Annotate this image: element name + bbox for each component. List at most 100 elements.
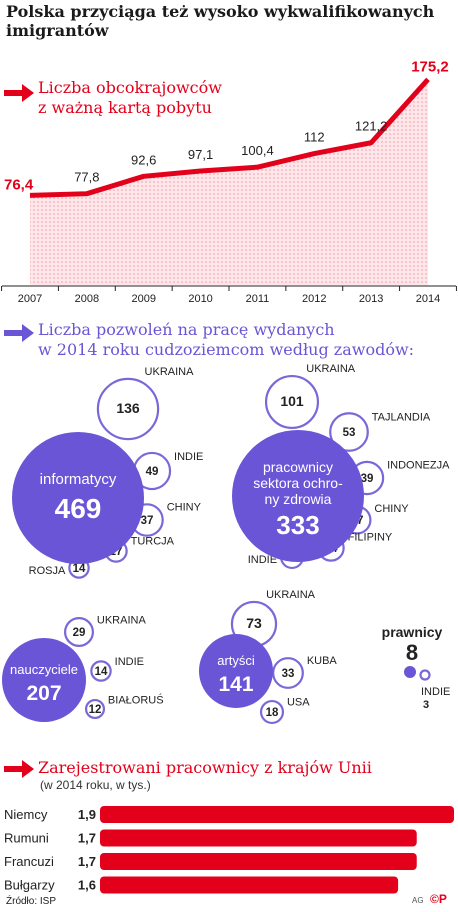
country-bubble [64,617,94,647]
bubble-title-line-1: Liczba pozwoleń na pracę wydanych [38,320,335,339]
profession-total: 469 [55,493,102,524]
profession-total: 207 [26,682,61,705]
country-value: 14 [95,666,108,678]
x-tick-label: 2013 [359,293,383,305]
profession-total: 333 [276,510,319,540]
x-tick-label: 2009 [131,293,155,305]
profession-bubble [404,666,416,678]
profession-name: artyści [217,653,255,668]
x-tick-label: 2010 [188,293,212,305]
x-tick-label: 2014 [416,293,440,305]
data-label: 100,4 [241,143,274,158]
profession-name: nauczyciele [10,662,78,677]
profession-name: pracownicy [263,459,333,475]
country-value: 3 [423,699,429,711]
country-label: USA [287,696,310,708]
x-tick-label: 2011 [246,293,270,305]
bar-chart-subtitle: (w 2014 roku, w tys.) [40,778,151,792]
country-bubble [90,660,112,682]
country-value: 18 [266,707,279,719]
bar-chart-title: Zarejestrowani pracownicy z krajów Unii [38,758,372,777]
data-label: 97,1 [188,147,213,162]
main-title: Polska przyciąga też wysoko wykwalifikow… [6,2,435,40]
bar [100,829,417,847]
bar [100,876,399,894]
country-value: 29 [73,627,86,639]
bubble-title-line-2: w 2014 roku cudzoziemcom według zawodów: [38,340,415,359]
profession-total: 8 [406,640,418,665]
bubble-chart: 136UKRAINA49INDIE37CHINY17TURCJA14ROSJAi… [2,363,450,725]
bar-category-label: Bułgarzy [4,878,55,893]
data-label: 92,6 [131,152,156,167]
profession-bubble [232,430,364,562]
country-bubble [264,374,320,430]
country-label: TAJLANDIA [372,412,431,424]
country-label: KUBA [307,655,338,667]
country-label: INDIE [174,451,203,463]
country-label: UKRAINA [97,615,147,627]
data-label: 77,8 [74,170,99,185]
country-value: 12 [89,704,102,716]
area-title-line-2: z ważną kartą pobytu [38,98,212,117]
x-tick-label: 2012 [302,293,326,305]
bar-category-label: Francuzi [4,854,54,869]
country-label: CHINY [374,503,409,515]
area-fill [30,79,428,285]
x-tick-label: 2007 [18,293,42,305]
country-value: 53 [343,427,356,439]
country-value: 39 [361,473,374,485]
country-value: 136 [116,400,140,416]
bar-value-label: 1,7 [78,831,96,846]
data-label: 175,2 [411,58,449,75]
bar [100,806,454,823]
country-value: 73 [246,615,262,631]
bar-value-label: 1,7 [78,854,96,869]
country-bubble [259,699,285,725]
bar-category-label: Rumuni [4,831,49,846]
bubble-section-arrow [4,322,36,349]
bar-chart: Niemcy 1,9 Rumuni 1,7 Francuzi 1,7 Bułgarzy 1,6 [4,806,454,894]
series-line [29,77,430,198]
country-bubble [419,669,431,681]
profession-bubble [2,638,86,722]
country-label: INDIE [421,686,450,698]
country-label: FILIPINY [348,531,393,543]
bubble-chart-title: Liczba pozwoleń na pracę wydanych w 2014… [38,320,414,360]
country-bubble [84,698,106,720]
country-bubble [272,657,304,689]
country-label: UKRAINA [145,366,195,378]
area-chart: 2007 2008 2009 2010 2011 2012 2013 2014 76,4 77,8… [1,58,457,305]
country-value: 37 [141,515,154,527]
data-label: 112 [304,130,325,145]
publisher-logo: ©P [430,892,447,906]
area-title-line-1: Liczba obcokrajowców [38,78,222,97]
country-label: INDONEZJA [387,459,450,471]
source-note: Źródło: ISP [6,896,57,907]
bar-value-label: 1,9 [78,807,96,822]
data-label: 76,4 [4,176,34,193]
country-label: BIAŁORUŚ [108,694,164,707]
country-label: UKRAINA [306,363,356,375]
bar-category-label: Niemcy [4,807,48,822]
data-label: 121,2 [355,119,388,134]
country-bubble [329,412,369,452]
country-value: 14 [73,563,86,575]
profession-bubble [199,634,273,708]
area-section-arrow [4,82,36,109]
area-chart-title: Liczba obcokrajowców z ważną kartą pobyt… [38,78,222,118]
bar [100,853,417,870]
profession-name: ny zdrowia [265,491,332,507]
country-bubble [96,377,160,441]
x-tick-label: 2008 [75,293,99,305]
country-label: INDIE [248,554,277,566]
profession-total: 141 [218,673,253,696]
profession-bubble [12,432,144,564]
country-value: 33 [282,668,295,680]
country-label: TURCJA [131,536,175,548]
profession-name: prawnicy [382,624,443,640]
country-label: INDIE [115,656,144,668]
country-value: 49 [146,466,159,478]
profession-name: informatycy [40,471,117,488]
author-credit: AG [412,896,424,905]
